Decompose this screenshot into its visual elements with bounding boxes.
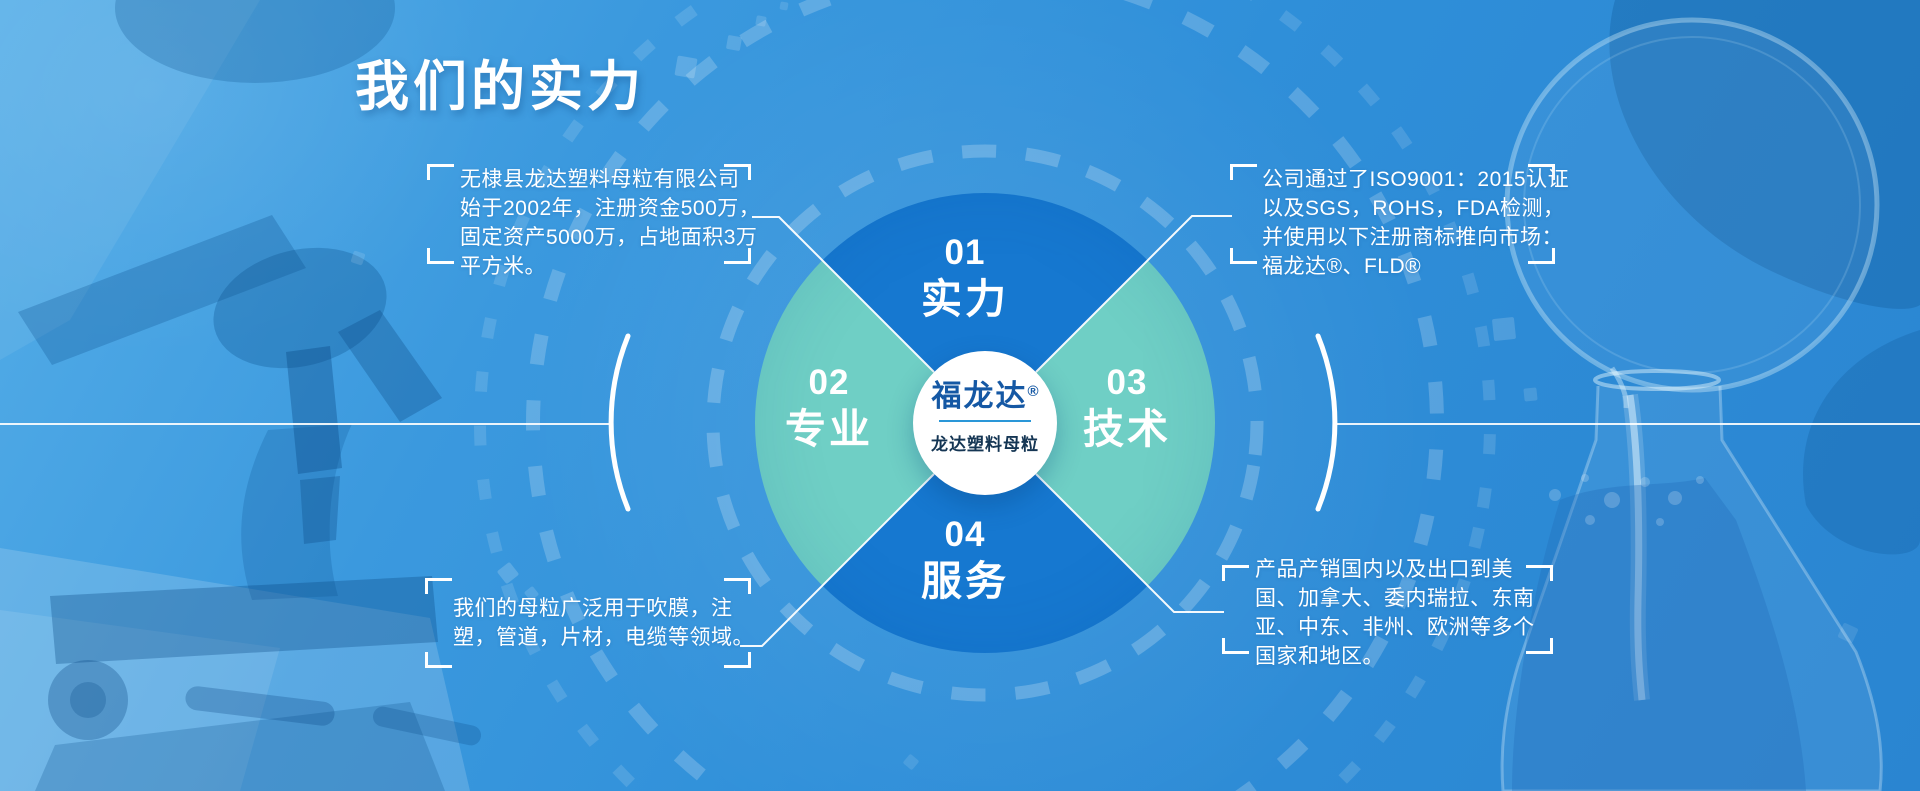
callout-line: 公司通过了ISO9001：2015认证 <box>1262 168 1570 191</box>
callout-line: 产品产销国内以及出口到美 <box>1255 558 1513 581</box>
bracket-corner <box>425 578 452 594</box>
bracket-corner <box>1526 565 1553 581</box>
left-paren-decoration <box>608 333 631 512</box>
quadrant-number: 04 <box>944 514 986 554</box>
bracket-corner <box>427 164 454 180</box>
quadrant-label: 技术 <box>1083 405 1171 452</box>
bracket-corner <box>425 652 452 668</box>
callout-line: 塑，管道，片材，电缆等领域。 <box>453 626 754 649</box>
bracket-corner <box>724 652 751 668</box>
quadrant-number: 02 <box>808 362 850 402</box>
callout-line: 无棣县龙达塑料母粒有限公司 <box>460 168 740 191</box>
page-title: 我们的实力 <box>355 57 645 117</box>
bracket-corner <box>1526 638 1553 654</box>
callout-line: 我们的母粒广泛用于吹膜，注 <box>453 597 733 620</box>
bracket-corner <box>1222 638 1249 654</box>
callout-line: 固定资产5000万，占地面积3万 <box>460 226 758 249</box>
bracket-corner <box>1528 248 1555 264</box>
bracket-corner <box>1222 565 1249 581</box>
bracket-corner <box>724 578 751 594</box>
quadrant-label: 服务 <box>921 557 1009 604</box>
bracket-corner <box>1230 164 1257 180</box>
wheel-quadrant-technology: 03 技术 <box>1083 365 1171 451</box>
bracket-corner <box>1528 164 1555 180</box>
connector-bottom-left <box>740 473 935 647</box>
quadrant-number: 01 <box>944 233 986 272</box>
brand-divider <box>939 420 1031 422</box>
connector-top-right <box>1035 215 1232 373</box>
callout-line: 并使用以下注册商标推向市场： <box>1262 226 1563 249</box>
callout-applications: 我们的母粒广泛用于吹膜，注 塑，管道，片材，电缆等领域。 <box>425 578 754 668</box>
callout-line: 福龙达®、FLD® <box>1262 255 1422 278</box>
bracket-corner <box>1230 248 1257 264</box>
callout-certifications: 公司通过了ISO9001：2015认证 以及SGS，ROHS，FDA检测， 并使… <box>1230 164 1569 278</box>
brand-name: 福龙达® <box>931 380 1039 413</box>
bracket-corner <box>724 248 751 264</box>
registered-mark-icon: ® <box>1027 383 1039 400</box>
callout-line: 国家和地区。 <box>1255 645 1384 668</box>
quadrant-number: 03 <box>1106 362 1148 402</box>
connector-top-left <box>752 216 935 373</box>
center-brand-badge: 福龙达® 龙达塑料母粒 <box>913 351 1057 495</box>
callout-line: 亚、中东、非州、欧洲等多个 <box>1255 616 1535 639</box>
pouring-flask-photo-illustration <box>1500 0 1920 791</box>
wheel-quadrant-professional: 02 专业 <box>785 365 873 451</box>
quadrant-label: 实力 <box>921 276 1009 322</box>
connector-bottom-right <box>1035 473 1224 613</box>
callout-company-intro: 无棣县龙达塑料母粒有限公司 始于2002年，注册资金500万， 固定资产5000… <box>427 164 760 278</box>
callout-line: 国、加拿大、委内瑞拉、东南 <box>1255 587 1535 610</box>
quadrant-label: 专业 <box>785 405 873 452</box>
bracket-corner <box>427 248 454 264</box>
bracket-corner <box>724 164 751 180</box>
brand-subtitle: 龙达塑料母粒 <box>931 435 1039 454</box>
microscope-photo-illustration <box>0 0 482 791</box>
callout-line: 以及SGS，ROHS，FDA检测， <box>1262 197 1565 220</box>
wheel-quadrant-service: 04 服务 <box>921 517 1009 603</box>
right-paren-decoration <box>1315 333 1338 512</box>
callout-line: 始于2002年，注册资金500万， <box>460 197 761 220</box>
callout-export-markets: 产品产销国内以及出口到美 国、加拿大、委内瑞拉、东南 亚、中东、非州、欧洲等多个… <box>1222 552 1553 668</box>
wheel-quadrant-strength: 01 实力 <box>921 235 1009 321</box>
callout-line: 平方米。 <box>460 255 546 278</box>
